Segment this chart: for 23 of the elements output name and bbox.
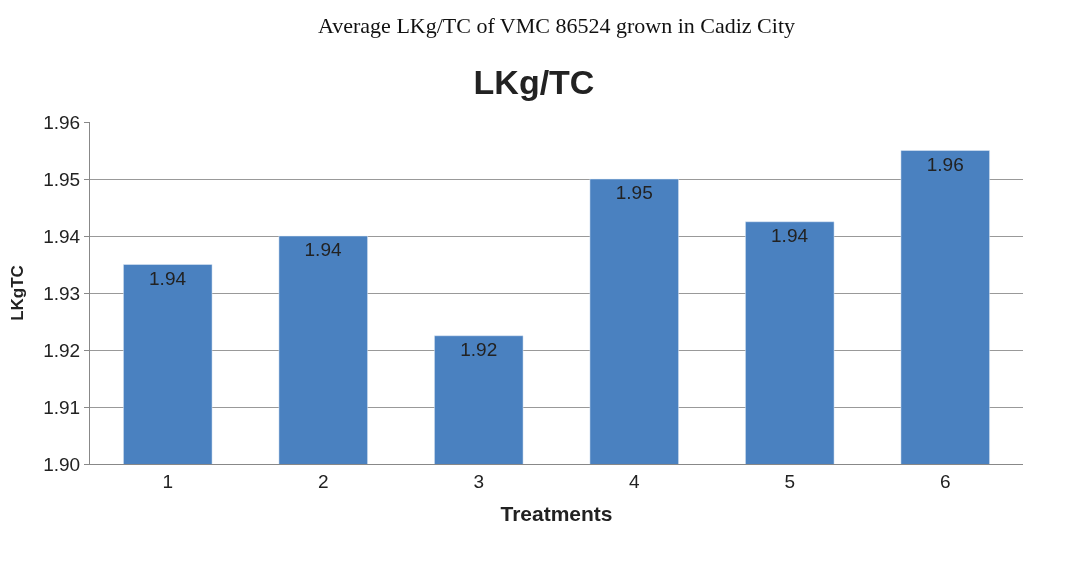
y-tick-label: 1.96	[43, 111, 81, 133]
y-tick-label: 1.95	[43, 168, 81, 190]
x-tick-label: 1	[162, 470, 174, 492]
x-tick-label: 3	[473, 470, 485, 492]
y-tick-label: 1.91	[43, 396, 81, 418]
y-tick-label: 1.93	[43, 282, 81, 304]
y-axis-title: LKgTC	[7, 265, 27, 321]
data-label: 1.94	[304, 239, 342, 260]
x-tick-label: 6	[939, 470, 951, 492]
data-label: 1.94	[771, 224, 809, 246]
x-tick-label: 4	[628, 470, 640, 492]
text: Average LKg/TC of VMC 86524 grown in Cadiz City	[318, 13, 796, 38]
data-label: 1.94	[149, 267, 187, 289]
data-label: 1.92	[460, 338, 498, 360]
data-label: 1.95	[615, 182, 653, 203]
x-tick-label: 5	[784, 470, 796, 492]
x-axis-title: Treatments	[500, 502, 613, 525]
x-tick-label: 2	[317, 470, 329, 492]
y-tick-label: 1.94	[43, 225, 81, 247]
y-tick-label: 1.90	[43, 453, 81, 475]
chart-title: LKg/TC	[473, 62, 595, 101]
y-tick-label: 1.92	[43, 339, 81, 361]
data-label: 1.96	[926, 153, 964, 175]
